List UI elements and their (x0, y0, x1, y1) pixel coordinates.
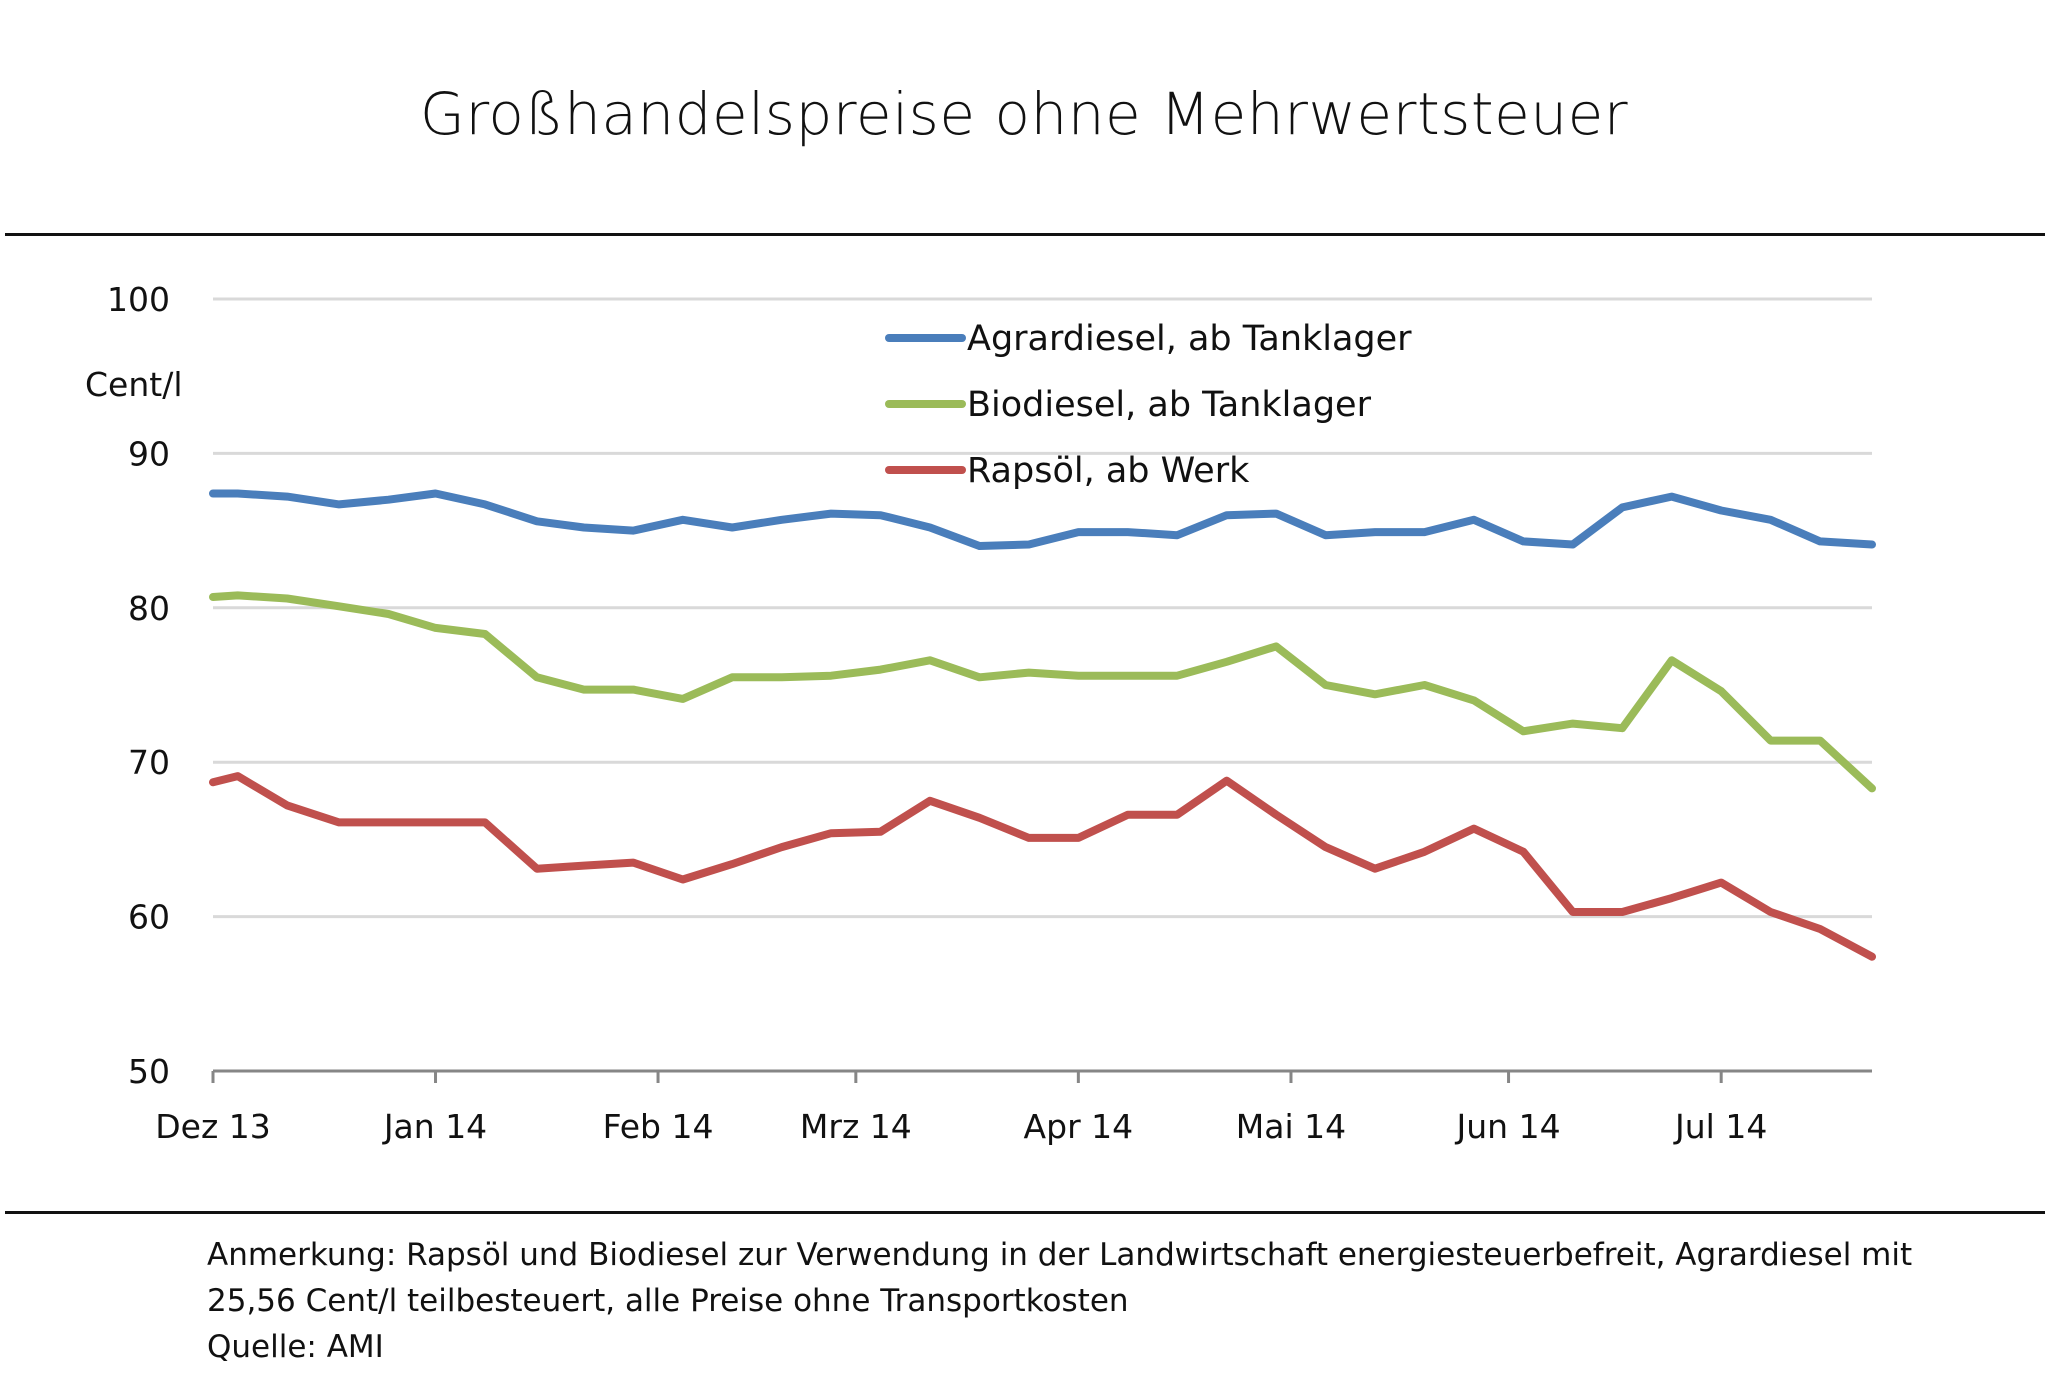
series-line-2 (209, 591, 1876, 793)
gridlines (213, 297, 1872, 919)
x-tick-label: Apr 14 (1024, 1107, 1134, 1146)
y-tick-label: 60 (128, 898, 170, 937)
x-tick-label: Jan 14 (382, 1107, 487, 1146)
y-tick-label: 80 (128, 589, 170, 628)
x-tick-label: Jun 14 (1455, 1107, 1561, 1146)
footnote-line-1: Anmerkung: Rapsöl und Biodiesel zur Verw… (207, 1237, 1913, 1273)
x-tick-label: Mai 14 (1236, 1107, 1346, 1146)
legend-label: Agrardiesel, ab Tanklager (967, 319, 1412, 359)
x-tick-label: Dez 13 (155, 1107, 271, 1146)
legend-label: Rapsöl, ab Werk (967, 451, 1250, 491)
series-line-3 (209, 772, 1876, 961)
legend-label: Biodiesel, ab Tanklager (967, 385, 1372, 425)
legend: Agrardiesel, ab Tanklager Biodiesel, ab T… (885, 319, 1412, 491)
y-tick-label: 70 (128, 743, 170, 782)
bottom-divider (5, 1211, 2045, 1214)
x-tick-label: Mrz 14 (800, 1107, 912, 1146)
footnote: Anmerkung: Rapsöl und Biodiesel zur Verw… (207, 1232, 2007, 1370)
x-tick-label: Feb 14 (603, 1107, 714, 1146)
y-axis-tick-labels: 50 60 70 80 90 100 (107, 280, 170, 1091)
y-tick-label: 50 (128, 1052, 170, 1091)
y-tick-label: 100 (107, 280, 170, 319)
footnote-line-2: 25,56 Cent/l teilbesteuert, alle Preise … (207, 1283, 1129, 1319)
series-line-1 (209, 489, 1876, 550)
line-chart: 50 60 70 80 90 100 Cent/l Dez 13 Jan 14 Feb 14 M… (85, 280, 1876, 1146)
x-tick-label: Jul 14 (1673, 1107, 1767, 1146)
chart-title: Großhandelspreise ohne Mehrwertsteuer (419, 80, 1629, 148)
x-axis: Dez 13 Jan 14 Feb 14 Mrz 14 Apr 14 Mai 14 Jun … (155, 1069, 1872, 1146)
y-axis-label: Cent/l (85, 365, 183, 404)
source-line: Quelle: AMI (207, 1329, 384, 1365)
y-tick-label: 90 (128, 434, 170, 473)
series-lines (209, 489, 1876, 961)
top-divider (5, 233, 2045, 236)
